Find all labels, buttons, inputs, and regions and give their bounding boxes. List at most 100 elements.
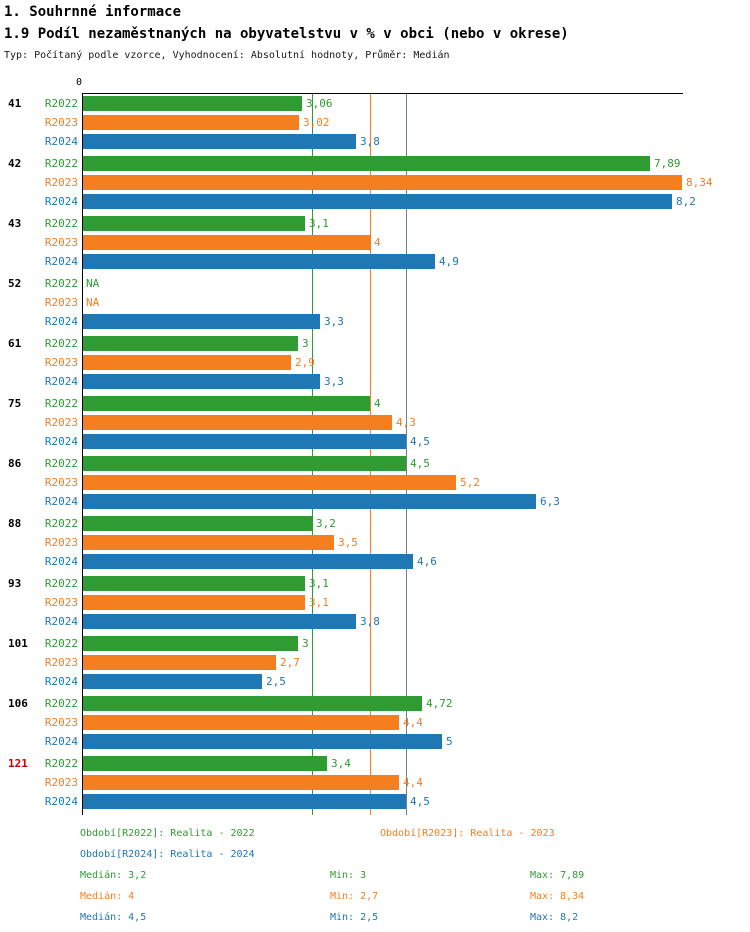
bar-r2023 [83,115,299,130]
bar-r2024 [83,554,413,569]
bar-r2023 [83,415,392,430]
series-label-r2022: R2022 [44,637,78,650]
bar-value-label: 8,34 [686,176,713,189]
category-label: 43 [8,217,22,230]
median-line-r2022 [312,94,313,815]
series-label-r2023: R2023 [44,536,78,549]
stat-median-r2024: Medián: 4,5 [80,912,147,923]
bar-value-label: 3 [302,337,309,350]
series-label-r2024: R2024 [44,495,78,508]
bar-value-label: 3,4 [331,757,351,770]
legend-item-r2023: Období[R2023]: Realita - 2023 [380,828,555,839]
legend-item-r2024: Období[R2024]: Realita - 2024 [80,849,255,860]
series-label-r2024: R2024 [44,375,78,388]
bar-r2024 [83,794,406,809]
stat-median-r2022: Medián: 3,2 [80,870,147,881]
bar-value-label: 6,3 [540,495,560,508]
bar-value-label: 3,5 [338,536,358,549]
series-label-r2023: R2023 [44,116,78,129]
category-label: 121 [8,757,28,770]
bar-r2022 [83,396,370,411]
bar-value-label: 2,9 [295,356,315,369]
bar-r2024 [83,254,435,269]
series-label-r2024: R2024 [44,135,78,148]
x-axis-zero-label: 0 [76,77,83,88]
category-label: 86 [8,457,22,470]
bar-value-label: 5,2 [460,476,480,489]
series-label-r2023: R2023 [44,716,78,729]
stat-min-r2023: Min: 2,7 [330,891,379,902]
series-label-r2022: R2022 [44,337,78,350]
bar-r2023 [83,475,456,490]
bar-value-label: 4,4 [403,776,423,789]
bar-r2022 [83,516,312,531]
bar-value-label: 3,1 [309,217,329,230]
bar-value-label: 3,8 [360,135,380,148]
series-label-r2023: R2023 [44,476,78,489]
bar-r2022 [83,216,305,231]
bar-r2022 [83,696,422,711]
category-label: 41 [8,97,22,110]
series-label-r2022: R2022 [44,217,78,230]
bar-r2024 [83,314,320,329]
bar-r2024 [83,494,536,509]
bar-r2022 [83,576,305,591]
bar-value-label: 4,5 [410,435,430,448]
series-label-r2022: R2022 [44,757,78,770]
series-label-r2023: R2023 [44,776,78,789]
bar-value-label: 4 [374,397,381,410]
bar-r2023 [83,655,276,670]
bar-value-label: 3,06 [306,97,333,110]
chart-meta-line: Typ: Počítaný podle vzorce, Vyhodnocení:… [4,50,450,61]
bar-r2023 [83,355,291,370]
category-label: 93 [8,577,22,590]
bar-value-label-na: NA [86,277,100,290]
bar-value-label: 4,5 [410,795,430,808]
bar-r2024 [83,374,320,389]
bar-value-label: 4,6 [417,555,437,568]
bar-r2023 [83,775,399,790]
series-label-r2022: R2022 [44,457,78,470]
category-label: 52 [8,277,22,290]
bar-r2022 [83,336,298,351]
bar-r2023 [83,175,682,190]
x-axis-line [82,93,683,94]
series-label-r2022: R2022 [44,577,78,590]
bar-r2023 [83,535,334,550]
stat-max-r2023: Max: 8,34 [530,891,585,902]
bar-r2022 [83,96,302,111]
series-label-r2022: R2022 [44,277,78,290]
series-label-r2024: R2024 [44,675,78,688]
series-label-r2023: R2023 [44,176,78,189]
bar-value-label-na: NA [86,296,100,309]
bar-value-label: 3,3 [324,375,344,388]
bar-value-label: 3,2 [316,517,336,530]
bar-value-label: 2,5 [266,675,286,688]
bar-value-label: 3,02 [303,116,330,129]
bar-value-label: 5 [446,735,453,748]
series-label-r2024: R2024 [44,615,78,628]
bar-r2023 [83,235,370,250]
series-label-r2024: R2024 [44,555,78,568]
chart-title: 1.9 Podíl nezaměstnaných na obyvatelstvu… [4,26,569,42]
series-label-r2023: R2023 [44,296,78,309]
series-label-r2023: R2023 [44,236,78,249]
bar-value-label: 7,89 [654,157,681,170]
category-label: 101 [8,637,28,650]
series-label-r2022: R2022 [44,517,78,530]
stat-min-r2024: Min: 2,5 [330,912,379,923]
bar-value-label: 3,3 [324,315,344,328]
bar-r2024 [83,734,442,749]
category-label: 88 [8,517,22,530]
median-line-r2024 [406,94,407,815]
bar-r2024 [83,674,262,689]
series-label-r2024: R2024 [44,255,78,268]
y-axis-line [82,93,83,815]
bar-value-label: 3,8 [360,615,380,628]
series-label-r2022: R2022 [44,97,78,110]
series-label-r2023: R2023 [44,416,78,429]
bar-r2022 [83,636,298,651]
bar-value-label: 4 [374,236,381,249]
